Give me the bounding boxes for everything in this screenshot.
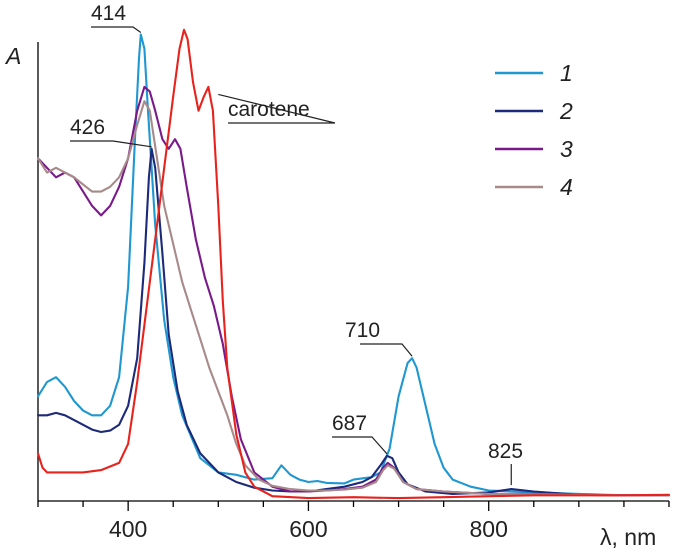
- series-line-4: [36, 100, 671, 497]
- annotation-label-414: 414: [91, 2, 126, 25]
- annotation-leader-426: [70, 140, 152, 148]
- annotation-leader-carotene: [218, 93, 336, 124]
- annotation-leader-414: [91, 26, 142, 33]
- legend-label-2: 2: [559, 98, 573, 124]
- legend-label-3: 3: [560, 136, 573, 162]
- annotation-leader-710: [360, 343, 413, 357]
- legend-label-1: 1: [560, 60, 573, 86]
- annotation-layer: 414 426 carotene 710 687 825: [70, 2, 523, 486]
- x-tick-label-800: 800: [470, 516, 508, 542]
- x-tick-label-400: 400: [109, 516, 147, 542]
- series-line-1: [36, 33, 671, 497]
- x-tick-label-600: 600: [289, 516, 327, 542]
- legend-label-4: 4: [560, 174, 573, 200]
- annotation-label-687: 687: [332, 412, 367, 435]
- y-axis-title: A: [4, 43, 21, 69]
- annotation-label-825: 825: [488, 440, 523, 463]
- annotation-label-710: 710: [345, 319, 380, 342]
- x-ticks: 400 600 800: [37, 501, 670, 542]
- y-axis-title-text: A: [4, 43, 21, 69]
- x-axis-title: λ, nm: [600, 524, 656, 550]
- legend: 1 2 3 4: [495, 60, 573, 200]
- series-line-carotene: [36, 28, 671, 500]
- annotation-label-426: 426: [70, 116, 105, 139]
- series-layer: [36, 28, 671, 500]
- annotation-label-carotene: carotene: [228, 98, 310, 121]
- annotation-leader-687: [332, 436, 388, 455]
